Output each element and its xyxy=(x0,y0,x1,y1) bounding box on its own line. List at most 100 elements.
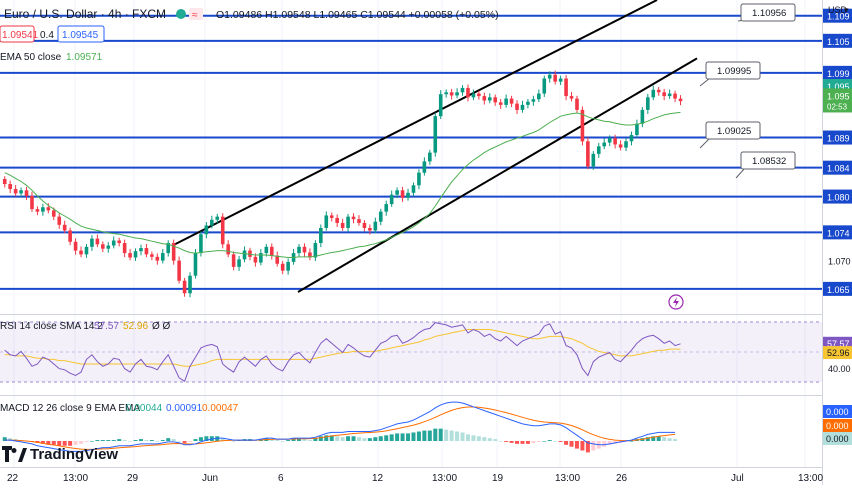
alert-lightning-icon[interactable] xyxy=(668,294,684,310)
candle-body xyxy=(509,98,514,104)
macd-histogram-bar xyxy=(498,441,503,442)
callout-box[interactable] xyxy=(705,121,761,140)
candle-body xyxy=(662,92,666,97)
macd-histogram-bar xyxy=(68,441,73,446)
callout-box[interactable] xyxy=(705,61,761,80)
level-axis-badge xyxy=(823,33,852,48)
candle-body xyxy=(351,216,356,220)
time-axis[interactable]: 22 13:00 29 Jun 6 12 13:00 19 13:00 26 Jul 13:00 xyxy=(7,473,823,484)
macd-legend-label[interactable]: MACD 12 26 close 9 EMA EMA xyxy=(0,403,140,414)
macd-signal-line xyxy=(4,406,676,450)
macd-signal-axis-badge-label: 0.000 xyxy=(826,421,849,431)
spread-value: 0.4 xyxy=(40,30,54,41)
macd-histogram-bar xyxy=(193,439,198,441)
macd-histogram-bar xyxy=(553,441,558,442)
candle-body xyxy=(79,250,83,255)
candle-body xyxy=(449,92,454,96)
level-axis-label: 1.109 xyxy=(827,12,850,22)
candle-body xyxy=(313,243,318,258)
macd-histogram-bar xyxy=(389,434,394,441)
candle-body xyxy=(531,99,536,102)
sell-button[interactable] xyxy=(0,25,35,43)
candle-body xyxy=(171,243,176,261)
candle-body xyxy=(411,185,416,193)
macd-hist-axis-badge-label: 0.000 xyxy=(826,434,849,444)
candle-body xyxy=(575,98,579,110)
candle-body xyxy=(35,209,40,212)
rsi-sma-axis-badge xyxy=(823,346,852,360)
macd-histogram-bar xyxy=(460,432,465,441)
candle-body xyxy=(319,227,323,244)
macd-histogram-bar xyxy=(8,438,13,441)
macd-histogram-bar xyxy=(198,437,203,441)
candle-body xyxy=(280,263,285,271)
macd-histogram-bar xyxy=(367,438,372,441)
macd-histogram-bar xyxy=(645,437,650,441)
candle-body xyxy=(455,92,459,96)
macd-hist-axis-badge xyxy=(823,432,852,445)
candle-body xyxy=(542,78,547,94)
candle-body xyxy=(297,246,301,254)
tradingview-logo-icon xyxy=(2,446,27,462)
symbol-title[interactable]: Euro / U.S. Dollar · 4h · FXCM xyxy=(4,7,166,21)
candle-body xyxy=(106,245,111,249)
rsi-legend: RSI 14 close SMA 14 2 57.57 52.96 Ø Ø xyxy=(0,321,171,332)
candle-body xyxy=(24,190,29,196)
candle-body xyxy=(122,243,127,254)
candle-body xyxy=(308,252,312,258)
candle-body xyxy=(438,94,443,117)
time-tick-label: 13:00 xyxy=(432,473,457,484)
macd-histogram-bar xyxy=(504,441,509,442)
macd-histogram-bar xyxy=(79,441,84,444)
macd-histogram-bar xyxy=(427,430,432,441)
trend-channel[interactable] xyxy=(174,0,698,293)
candle-body xyxy=(302,246,307,253)
candle-body xyxy=(19,190,23,194)
macd-signal-value: 0.00047 xyxy=(202,403,239,414)
candle-body xyxy=(537,93,541,100)
macd-histogram-bar xyxy=(591,441,596,451)
channel-lower-line[interactable] xyxy=(297,57,698,293)
bar-countdown: 02:53 xyxy=(827,102,848,111)
candle-body xyxy=(596,146,601,154)
candle-body xyxy=(526,101,530,105)
candle-body xyxy=(275,255,280,264)
callout-box[interactable] xyxy=(740,151,796,170)
callout-label: 1.09025 xyxy=(717,126,751,137)
candle-body xyxy=(384,204,389,212)
level-axis-badge xyxy=(823,189,852,204)
candle-body xyxy=(204,225,209,235)
callout-box[interactable] xyxy=(740,3,796,22)
ema-legend-label[interactable]: EMA 50 close xyxy=(0,52,62,63)
macd-histogram-bar xyxy=(324,435,329,441)
macd-histogram-bar xyxy=(400,433,405,441)
macd-histogram-bar xyxy=(569,441,574,447)
macd-histogram-bar xyxy=(607,441,612,445)
level-axis-badge xyxy=(823,8,852,23)
macd-histogram-bar xyxy=(182,441,187,443)
candle-body xyxy=(362,222,367,228)
tradingview-logo[interactable]: TradingView xyxy=(2,446,118,463)
macd-histogram-bar xyxy=(128,441,133,442)
macd-histogram-bar xyxy=(476,436,481,441)
level-axis-badge xyxy=(823,65,852,80)
currency-label[interactable]: USD xyxy=(828,5,848,15)
candle-body xyxy=(95,238,100,245)
candle-body xyxy=(41,207,45,212)
candle-body xyxy=(68,230,72,242)
candle-body xyxy=(51,210,56,217)
buy-button[interactable] xyxy=(57,25,105,43)
candle-body xyxy=(13,189,18,194)
rsi-legend-label[interactable]: RSI 14 close SMA 14 2 xyxy=(0,321,103,332)
candle-body xyxy=(346,216,350,228)
channel-upper-line[interactable] xyxy=(174,0,658,246)
data-delay-icon[interactable] xyxy=(189,8,203,20)
level-axis-label: 1.099 xyxy=(827,69,850,79)
horizontal-levels[interactable] xyxy=(0,14,822,290)
macd-histogram-bar xyxy=(449,430,454,441)
candle-body xyxy=(62,224,67,231)
candle-body xyxy=(564,78,568,97)
time-tick-label: 13:00 xyxy=(555,473,580,484)
candle-body xyxy=(400,190,405,198)
